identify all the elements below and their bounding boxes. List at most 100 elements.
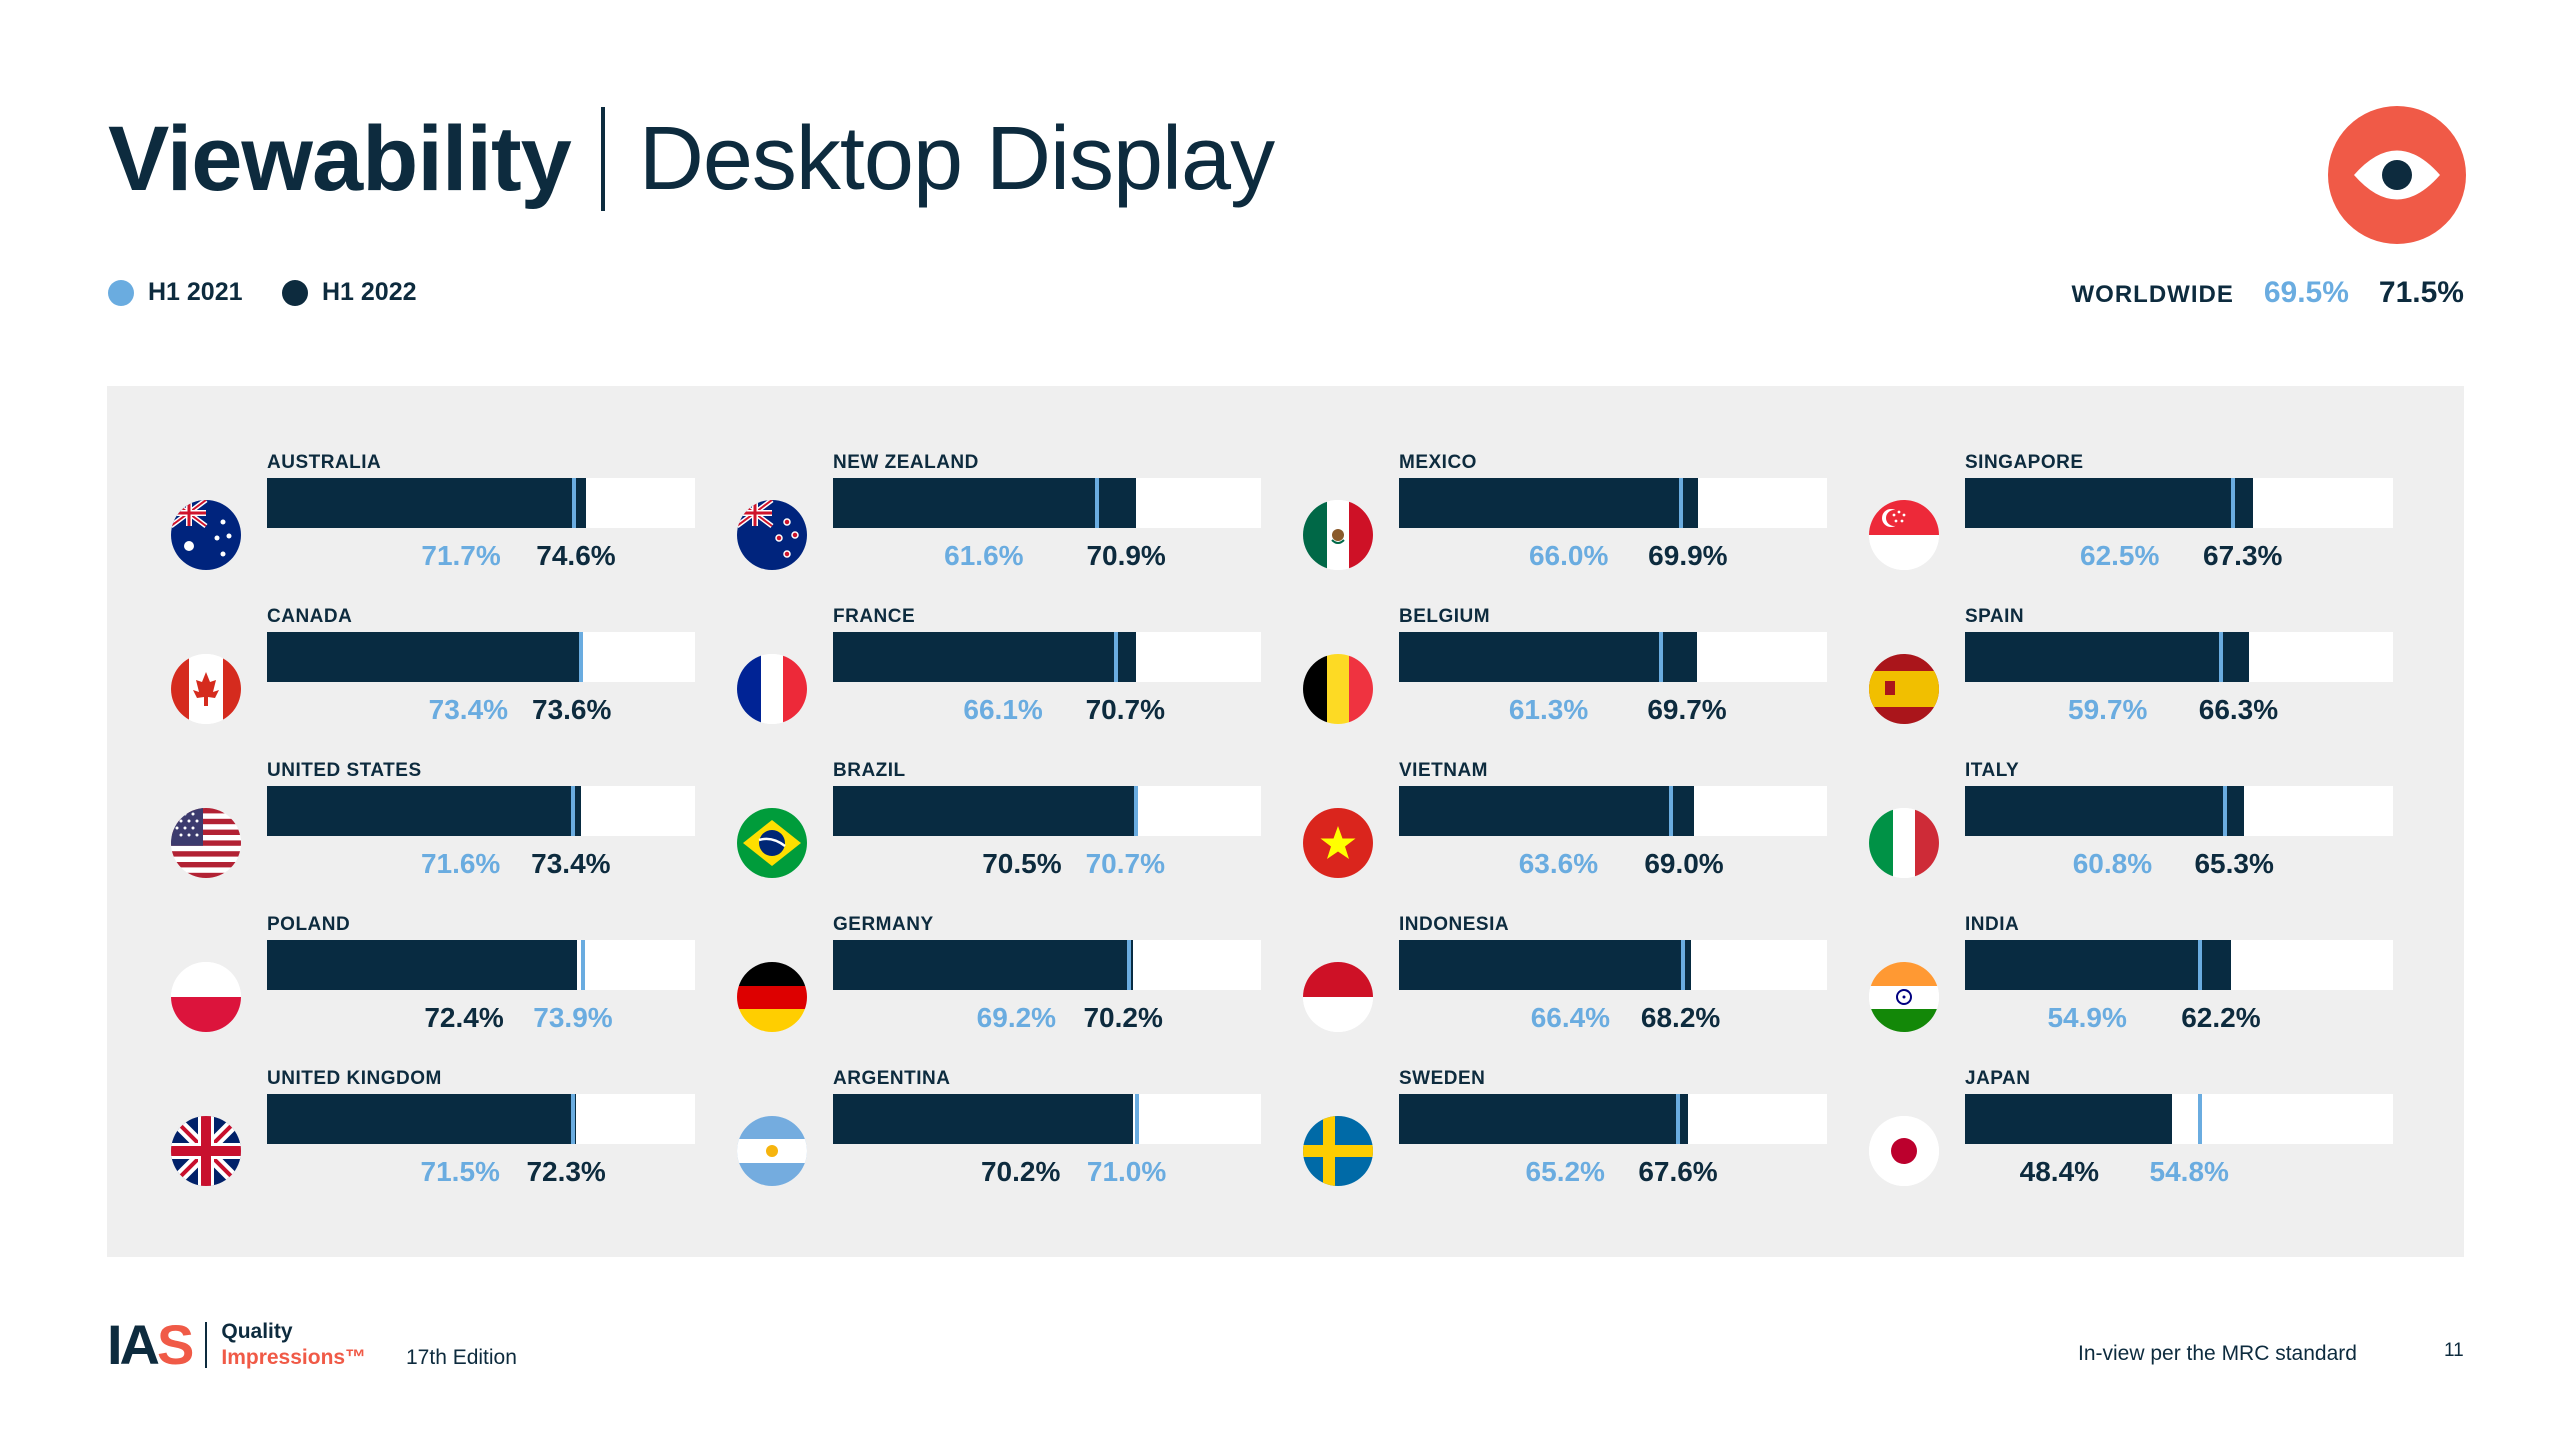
country-card-germany: GERMANY 69.2% 70.2%	[673, 914, 1261, 1068]
united-kingdom-flag-icon	[171, 1116, 241, 1186]
worldwide-2021-value: 69.5%	[2263, 276, 2349, 309]
singapore-flag-icon	[1869, 500, 1939, 570]
bar-h1-2022	[1399, 632, 1698, 682]
bar-track	[833, 1094, 1261, 1144]
marker-h1-2021	[1659, 632, 1664, 682]
country-card-mexico: MEXICO 66.0% 69.9%	[1239, 452, 1827, 606]
bar-track	[833, 478, 1261, 528]
title-divider	[600, 107, 605, 211]
bar-track	[1399, 940, 1827, 990]
product-line-1: Quality	[221, 1319, 293, 1343]
germany-flag-icon	[737, 962, 807, 1032]
logo-divider	[205, 1321, 208, 1368]
bar-h1-2022	[267, 478, 587, 528]
country-card-argentina: ARGENTINA 70.2% 71.0%	[673, 1068, 1261, 1222]
spain-flag-icon	[1869, 654, 1939, 724]
value-label-h1-2022: 70.5%	[982, 848, 1062, 879]
value-label-h1-2022: 70.9%	[1086, 540, 1166, 571]
bar-track	[1399, 632, 1827, 682]
value-label-h1-2022: 73.4%	[531, 848, 611, 879]
marker-h1-2021	[2197, 940, 2202, 990]
marker-h1-2021	[2230, 478, 2235, 528]
value-label-h1-2021: 70.7%	[1085, 848, 1165, 879]
value-label-h1-2022: 69.7%	[1647, 694, 1727, 725]
value-label-h1-2021: 59.7%	[2068, 694, 2148, 725]
value-label-h1-2022: 69.9%	[1648, 540, 1728, 571]
bar-h1-2022	[1965, 940, 2232, 990]
marker-h1-2021	[1113, 632, 1118, 682]
value-label-h1-2021: 66.0%	[1528, 540, 1609, 571]
bar-track	[1399, 786, 1827, 836]
value-label-h1-2022: 68.2%	[1640, 1002, 1721, 1033]
value-label-h1-2021: 65.2%	[1525, 1156, 1605, 1187]
country-card-sweden: SWEDEN 65.2% 67.6%	[1239, 1068, 1827, 1222]
poland-flag-icon	[171, 962, 241, 1032]
value-label-h1-2021: 71.0%	[1086, 1156, 1167, 1187]
value-label-h1-2022: 67.6%	[1638, 1156, 1718, 1187]
marker-h1-2021	[1133, 786, 1138, 836]
country-name: CANADA	[267, 606, 353, 627]
marker-h1-2021	[1681, 940, 1686, 990]
vietnam-flag-icon	[1303, 808, 1373, 878]
country-name: VIETNAM	[1399, 760, 1488, 781]
worldwide-2022-value: 71.5%	[2378, 276, 2464, 309]
marker-h1-2021	[2223, 786, 2228, 836]
country-name: ARGENTINA	[833, 1068, 951, 1089]
marker-h1-2021	[1094, 478, 1099, 528]
bar-track	[1965, 632, 2393, 682]
bar-h1-2022	[267, 786, 582, 836]
worldwide-summary: WORLDWIDE 69.5% 71.5%	[2072, 276, 2464, 310]
ias-wordmark: IAS	[107, 1313, 194, 1376]
bar-track	[267, 478, 695, 528]
bar-track	[1399, 478, 1827, 528]
japan-flag-icon	[1869, 1116, 1939, 1186]
country-card-singapore: SINGAPORE 62.5% 67.3%	[1805, 452, 2393, 606]
value-label-h1-2022: 72.3%	[526, 1156, 606, 1187]
country-name: INDIA	[1965, 914, 2020, 935]
marker-h1-2021	[2218, 632, 2223, 682]
country-name: NEW ZEALAND	[833, 452, 979, 473]
bar-track	[267, 1094, 695, 1144]
value-label-h1-2022: 66.3%	[2198, 694, 2279, 725]
country-card-vietnam: VIETNAM 63.6% 69.0%	[1239, 760, 1827, 914]
edition-label: 17th Edition	[406, 1346, 517, 1369]
value-label-h1-2021: 71.5%	[420, 1156, 500, 1187]
footnote: In-view per the MRC standard	[2078, 1342, 2357, 1365]
value-label-h1-2022: 72.4%	[424, 1002, 504, 1033]
value-label-h1-2021: 73.9%	[533, 1002, 613, 1033]
bar-h1-2022	[1965, 786, 2245, 836]
value-label-h1-2021: 73.4%	[428, 694, 509, 725]
united-states-flag-icon	[171, 808, 241, 878]
country-name: SINGAPORE	[1965, 452, 2084, 473]
page-number: 11	[2444, 1340, 2464, 1361]
marker-h1-2021	[1127, 940, 1132, 990]
country-name: SPAIN	[1965, 606, 2025, 627]
marker-h1-2021	[571, 478, 576, 528]
bar-h1-2022	[1399, 940, 1691, 990]
value-label-h1-2022: 70.7%	[1085, 694, 1165, 725]
country-card-spain: SPAIN 59.7% 66.3%	[1805, 606, 2393, 760]
value-label-h1-2022: 67.3%	[2203, 540, 2283, 571]
value-label-h1-2021: 71.6%	[420, 848, 501, 879]
bar-h1-2022	[833, 632, 1136, 682]
marker-h1-2021	[1679, 478, 1684, 528]
argentina-flag-icon	[737, 1116, 807, 1186]
value-label-h1-2021: 54.8%	[2149, 1156, 2229, 1187]
marker-h1-2021	[1134, 1094, 1139, 1144]
country-card-belgium: BELGIUM 61.3% 69.7%	[1239, 606, 1827, 760]
bar-h1-2022	[833, 786, 1135, 836]
country-name: AUSTRALIA	[267, 452, 382, 473]
country-name: GERMANY	[833, 914, 934, 935]
value-label-h1-2022: 70.2%	[980, 1156, 1061, 1187]
bar-track	[267, 940, 695, 990]
value-label-h1-2022: 73.6%	[532, 694, 612, 725]
value-label-h1-2022: 48.4%	[2019, 1156, 2100, 1187]
bar-h1-2022	[1965, 478, 2254, 528]
country-name: FRANCE	[833, 606, 916, 627]
marker-h1-2021	[1669, 786, 1674, 836]
value-label-h1-2021: 66.1%	[963, 694, 1043, 725]
country-card-new-zealand: NEW ZEALAND 61.6% 70.9%	[673, 452, 1261, 606]
country-card-indonesia: INDONESIA 66.4% 68.2%	[1239, 914, 1827, 1068]
legend-item-2022: H1 2022	[282, 278, 417, 307]
country-card-canada: CANADA 73.4% 73.6%	[107, 606, 695, 760]
